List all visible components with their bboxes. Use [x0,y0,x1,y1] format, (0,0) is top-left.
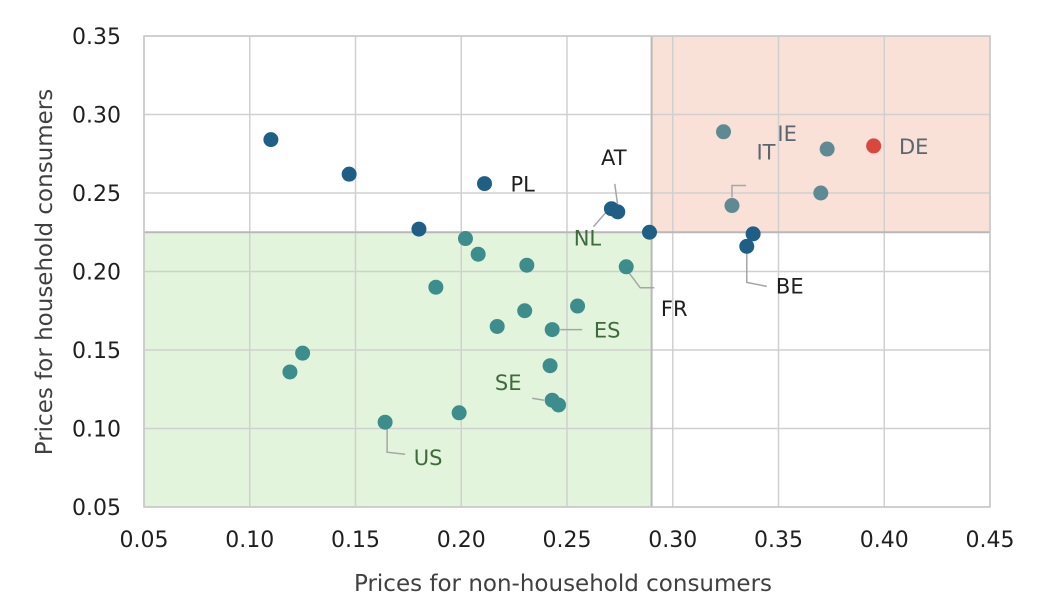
x-tick-label: 0.10 [225,528,274,553]
data-point-es [544,322,560,338]
data-point [489,318,505,334]
point-label-de: DE [899,135,928,159]
point-label-se: SE [495,371,522,395]
x-tick-label: 0.25 [543,528,592,553]
y-tick-label: 0.05 [72,496,121,521]
x-tick-label: 0.20 [437,528,486,553]
point-label-nl: NL [574,227,602,251]
x-tick-label: 0.05 [120,528,169,553]
data-point [428,279,444,295]
leader-line-fr [627,271,655,289]
data-point [341,166,357,182]
leader-line-se [532,397,545,401]
y-axis-title: Prices for household consumers [32,89,58,456]
point-label-pl: PL [511,173,536,197]
y-tick-label: 0.10 [72,418,121,443]
data-point [813,185,829,201]
y-tick-label: 0.15 [72,339,121,364]
data-point [641,224,657,240]
y-tick-label: 0.20 [72,261,121,286]
x-tick-label: 0.40 [860,528,909,553]
y-tick-label: 0.25 [72,182,121,207]
data-point-pl [477,176,493,192]
leader-line-us [386,428,406,455]
y-tick-label: 0.30 [72,104,121,129]
data-point [295,345,311,361]
point-label-it: IT [756,141,775,165]
leader-line-it [731,184,746,198]
leader-line-at [614,183,619,206]
data-point [716,124,732,140]
data-point [519,257,535,273]
point-label-be: BE [776,274,804,298]
point-label-us: US [414,446,443,470]
data-point-de [866,138,882,154]
data-point [542,358,558,374]
leader-line-be [746,250,767,288]
point-label-fr: FR [661,297,688,321]
x-tick-label: 0.45 [966,528,1015,553]
x-axis-title: Prices for non-household consumers [354,571,772,597]
data-point [570,298,586,314]
data-point [551,397,567,413]
x-tick-label: 0.15 [331,528,380,553]
point-label-at: AT [601,146,627,170]
data-point-be [739,238,755,254]
data-point-ie [819,141,835,157]
x-tick-label: 0.35 [754,528,803,553]
data-point [470,246,486,262]
data-point-it [724,198,740,214]
region-high-high [651,36,990,233]
data-point [451,405,467,421]
data-point-fr [618,259,634,275]
x-tick-label: 0.30 [648,528,697,553]
data-point-at [610,204,626,220]
region-low-low [144,232,652,507]
y-tick-label: 0.35 [72,25,121,50]
data-point [457,231,473,247]
data-point [517,303,533,319]
data-point [745,226,761,242]
point-label-ie: IE [777,122,796,146]
data-point [263,132,279,148]
data-point [411,221,427,237]
data-point [282,364,298,380]
point-label-es: ES [594,319,621,343]
leader-line-nl [592,210,608,228]
plot-border [143,35,991,508]
data-point-us [377,414,393,430]
